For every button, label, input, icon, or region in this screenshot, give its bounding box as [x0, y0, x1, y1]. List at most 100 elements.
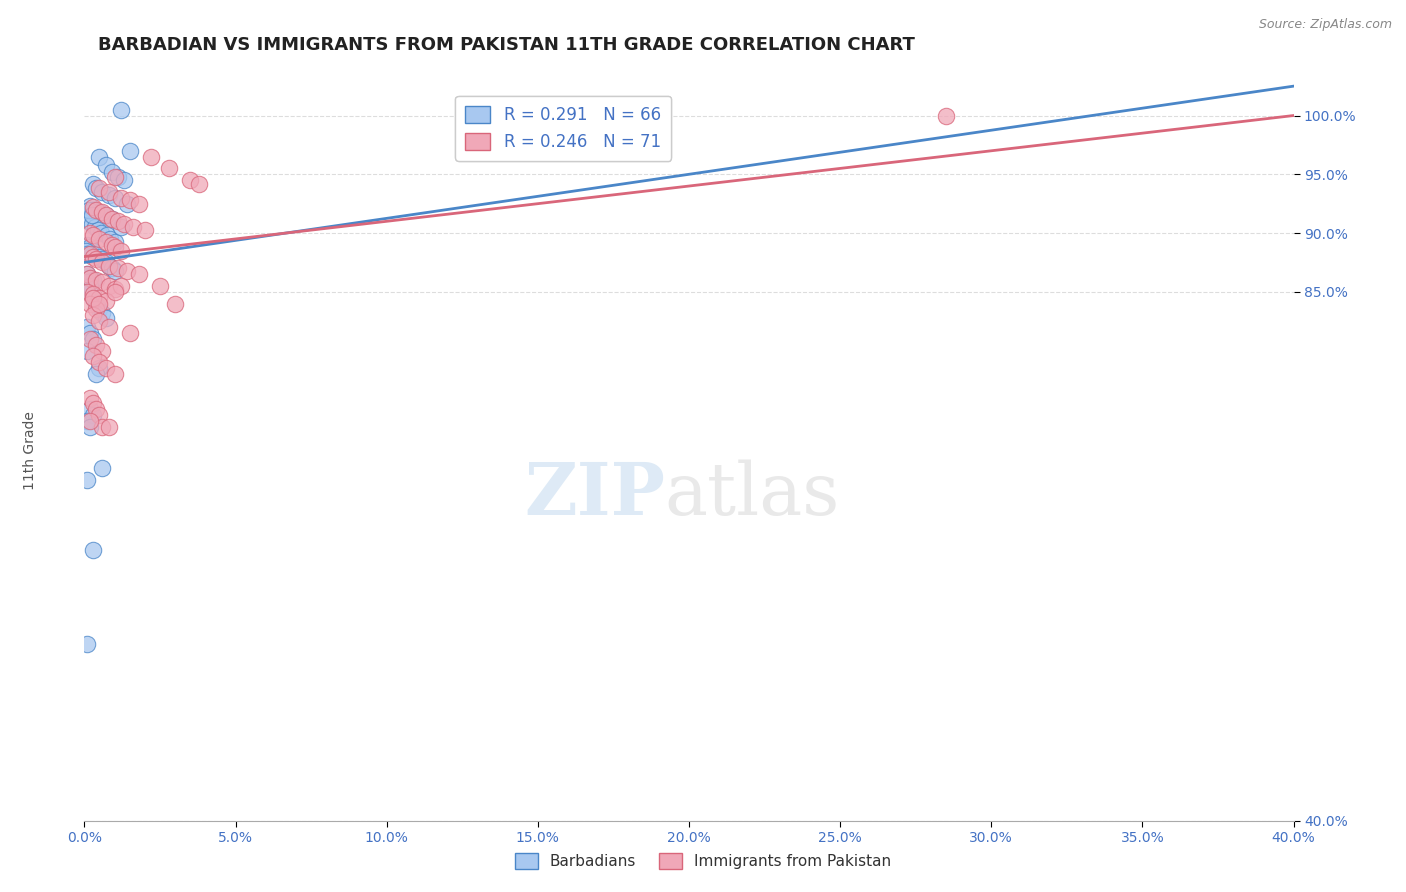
Point — [76, 247, 98, 261]
Point — [82, 200, 104, 214]
Point — [86, 302, 108, 317]
Point — [91, 420, 114, 434]
Point — [98, 232, 121, 246]
Point — [134, 222, 156, 236]
Point — [82, 408, 104, 422]
Point — [110, 191, 132, 205]
Point — [89, 232, 111, 246]
Point — [104, 283, 127, 297]
Point — [86, 202, 108, 217]
Point — [89, 355, 111, 369]
Point — [94, 235, 117, 250]
Legend: R = 0.291   N = 66, R = 0.246   N = 71: R = 0.291 N = 66, R = 0.246 N = 71 — [456, 96, 671, 161]
Point — [79, 270, 101, 285]
Point — [86, 337, 108, 351]
Point — [94, 158, 117, 172]
Point — [79, 226, 101, 240]
Point — [79, 420, 101, 434]
Point — [104, 240, 127, 254]
Point — [86, 296, 108, 310]
Point — [89, 205, 111, 219]
Point — [100, 165, 122, 179]
Point — [82, 396, 104, 410]
Point — [87, 222, 110, 236]
Point — [77, 202, 100, 217]
Point — [97, 320, 120, 334]
Point — [84, 220, 107, 235]
Point — [91, 255, 114, 269]
Point — [118, 326, 141, 340]
Point — [86, 273, 108, 287]
Point — [115, 196, 138, 211]
Text: 11th Grade: 11th Grade — [22, 411, 37, 490]
Point — [94, 255, 117, 269]
Text: Source: ZipAtlas.com: Source: ZipAtlas.com — [1258, 18, 1392, 31]
Point — [86, 402, 108, 417]
Point — [86, 252, 108, 266]
Point — [149, 279, 172, 293]
Point — [82, 308, 104, 322]
Point — [79, 296, 101, 310]
Point — [97, 279, 120, 293]
Point — [89, 296, 111, 310]
Point — [94, 209, 117, 223]
Point — [76, 267, 98, 281]
Point — [91, 252, 114, 266]
Point — [76, 343, 98, 358]
Point — [188, 177, 211, 191]
Point — [76, 285, 98, 299]
Point — [82, 287, 104, 301]
Point — [107, 169, 129, 184]
Point — [79, 199, 101, 213]
Point — [90, 226, 112, 240]
Point — [79, 391, 101, 405]
Point — [79, 279, 101, 293]
Point — [89, 250, 111, 264]
Point — [107, 214, 129, 228]
Point — [91, 306, 114, 320]
Point — [110, 279, 132, 293]
Point — [76, 414, 98, 428]
Point — [100, 237, 122, 252]
Point — [121, 220, 143, 235]
Point — [82, 543, 104, 558]
Point — [82, 177, 104, 191]
Point — [128, 196, 150, 211]
Point — [107, 261, 129, 276]
Point — [104, 169, 127, 184]
Point — [76, 276, 98, 290]
Point — [76, 320, 98, 334]
Point — [91, 205, 114, 219]
Point — [115, 263, 138, 277]
Point — [112, 173, 135, 187]
Legend: Barbadians, Immigrants from Pakistan: Barbadians, Immigrants from Pakistan — [509, 847, 897, 875]
Point — [82, 228, 104, 243]
Point — [94, 310, 117, 325]
Point — [165, 296, 187, 310]
Point — [112, 217, 135, 231]
Point — [91, 276, 114, 290]
Point — [100, 211, 122, 226]
Point — [89, 150, 111, 164]
Text: ZIP: ZIP — [524, 459, 665, 531]
Point — [76, 285, 98, 299]
Point — [91, 185, 114, 199]
Point — [89, 302, 111, 317]
Point — [94, 361, 117, 376]
Point — [79, 240, 101, 254]
Point — [100, 211, 122, 226]
Point — [96, 228, 118, 243]
Point — [76, 267, 98, 281]
Point — [110, 244, 132, 258]
Point — [128, 267, 150, 281]
Point — [86, 181, 108, 195]
Point — [110, 103, 132, 117]
Point — [79, 402, 101, 417]
Point — [82, 332, 104, 346]
Point — [82, 291, 104, 305]
Point — [91, 343, 114, 358]
Point — [97, 259, 120, 273]
Point — [82, 291, 104, 305]
Point — [82, 350, 104, 364]
Point — [104, 367, 127, 381]
